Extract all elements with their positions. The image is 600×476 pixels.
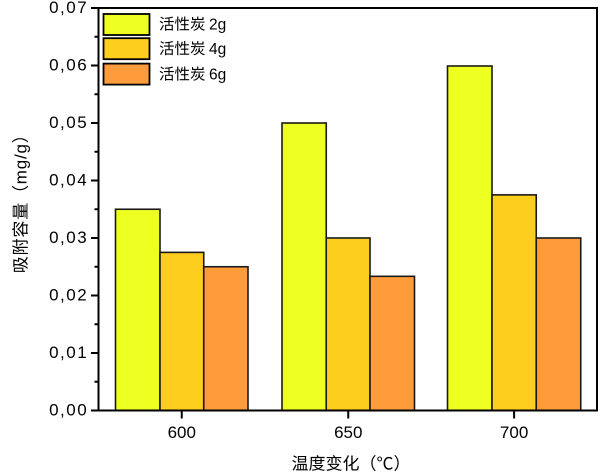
svg-text:活性炭 6g: 活性炭 6g (159, 63, 226, 85)
svg-text:吸附容量（mg/g）: 吸附容量（mg/g） (7, 125, 32, 273)
svg-text:0,01: 0,01 (49, 343, 88, 362)
svg-text:0,02: 0,02 (49, 286, 88, 305)
svg-text:温度变化（℃）: 温度变化（℃） (292, 450, 411, 475)
svg-text:0,03: 0,03 (49, 228, 88, 247)
svg-text:0,07: 0,07 (49, 0, 88, 17)
svg-text:650: 650 (334, 423, 362, 442)
svg-text:700: 700 (500, 423, 528, 442)
svg-text:0,06: 0,06 (49, 56, 88, 75)
svg-text:0,00: 0,00 (49, 401, 88, 420)
svg-text:0,04: 0,04 (49, 171, 88, 190)
svg-text:600: 600 (168, 423, 196, 442)
svg-text:活性炭 2g: 活性炭 2g (159, 12, 226, 34)
svg-text:活性炭 4g: 活性炭 4g (159, 37, 226, 59)
svg-text:0,05: 0,05 (49, 113, 88, 132)
